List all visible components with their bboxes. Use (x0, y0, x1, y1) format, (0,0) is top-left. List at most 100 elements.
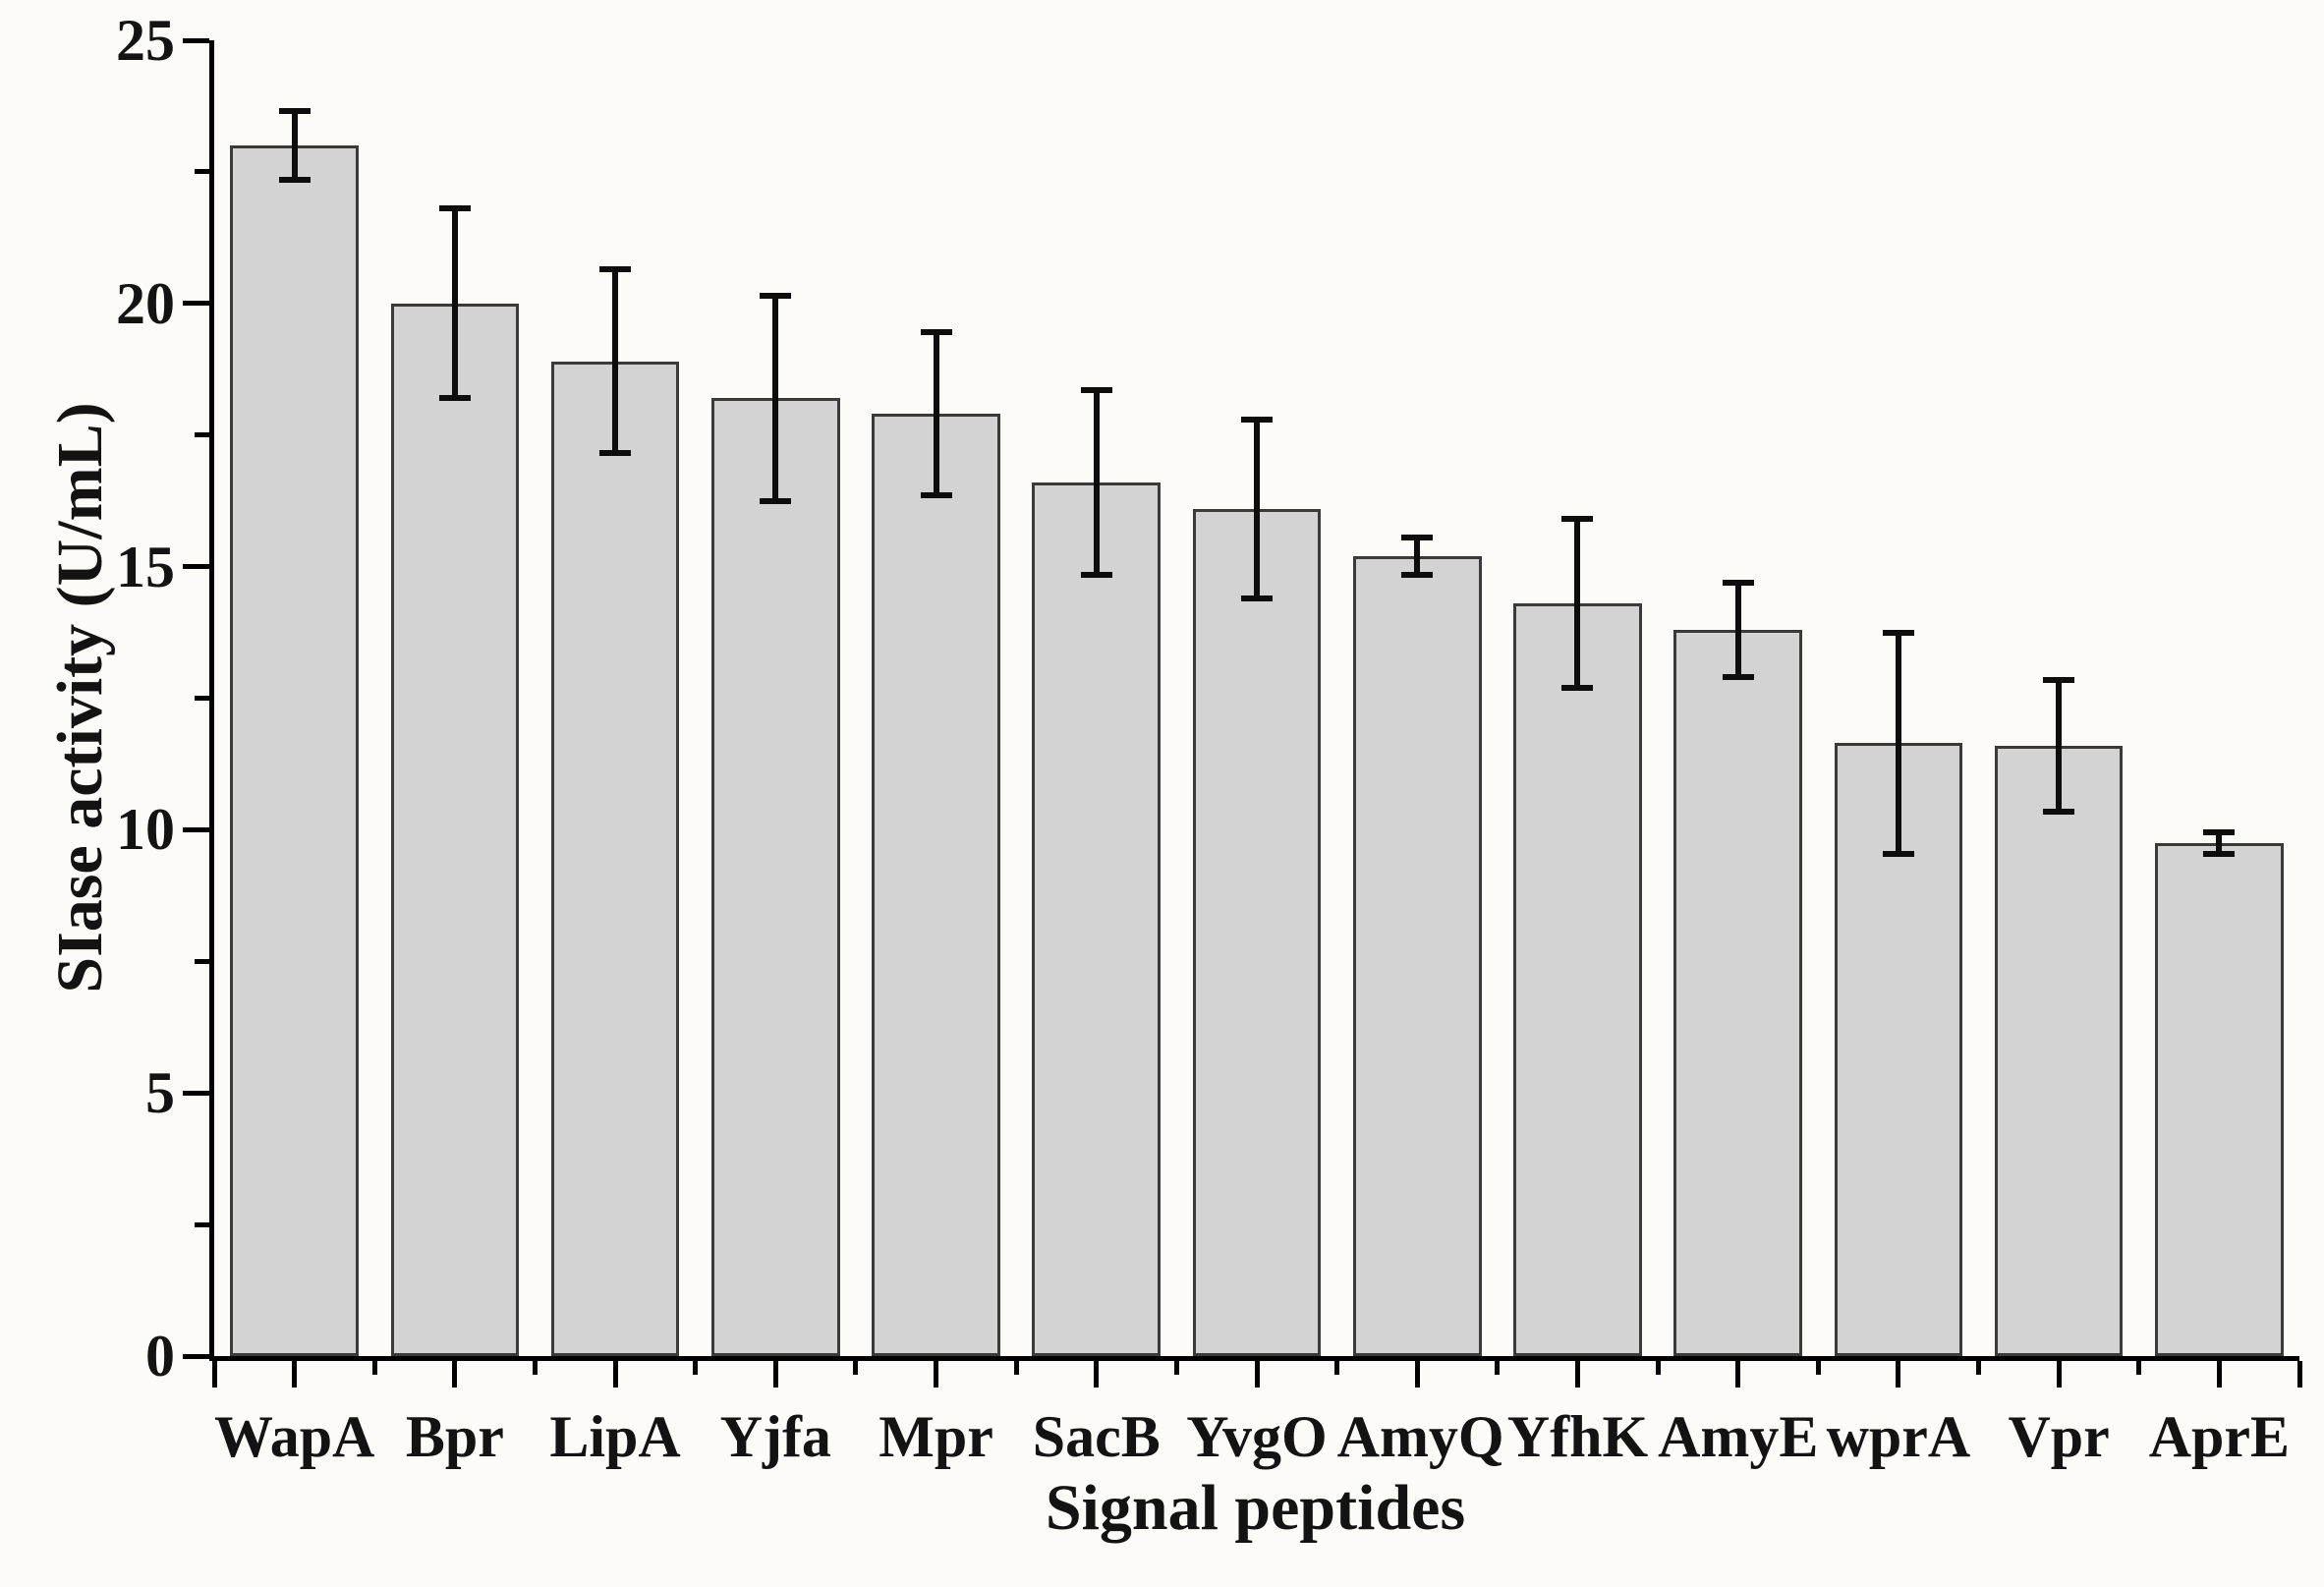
x-major-tick (2056, 1361, 2062, 1388)
x-major-tick (292, 1361, 298, 1388)
x-tick-label-mpr: Mpr (879, 1404, 993, 1469)
error-whisker (1734, 582, 1741, 678)
error-whisker (1254, 419, 1260, 598)
x-tick-label-amye: AmyE (1658, 1404, 1819, 1469)
error-cap-top (2203, 829, 2236, 836)
y-minor-tick (195, 169, 209, 175)
error-cap-top (599, 265, 632, 272)
x-minor-tick (1173, 1361, 1179, 1375)
y-tick-label: 20 (116, 270, 175, 336)
x-major-tick (1254, 1361, 1260, 1388)
error-cap-top (1561, 516, 1594, 523)
y-tick-label: 0 (145, 1324, 175, 1389)
bar-yjfa (711, 398, 840, 1356)
bar-mpr (872, 414, 1000, 1356)
x-major-tick (934, 1361, 939, 1388)
x-tick-label-yjfa: Yjfa (719, 1404, 831, 1469)
x-minor-tick (1815, 1361, 1821, 1375)
y-minor-tick (195, 696, 209, 701)
error-whisker (772, 295, 779, 501)
bar-yfhk (1513, 603, 1642, 1356)
y-tick-label: 25 (116, 8, 175, 73)
bar-amyq (1352, 555, 1482, 1356)
error-cap-bottom (599, 450, 632, 457)
x-minor-tick (693, 1361, 699, 1375)
bar-vpr (1994, 745, 2124, 1356)
x-minor-tick (532, 1361, 538, 1375)
error-cap-bottom (438, 395, 471, 402)
x-tick-label-amyq: AmyQ (1336, 1404, 1504, 1469)
x-minor-tick (1495, 1361, 1501, 1375)
bar-wapa (230, 145, 359, 1356)
error-whisker (2216, 832, 2223, 854)
x-tick-label-sacb: SacB (1032, 1404, 1161, 1469)
x-minor-tick (853, 1361, 859, 1375)
bar-yvgo (1192, 508, 1322, 1356)
y-tick-label: 15 (116, 534, 175, 599)
error-whisker (1414, 538, 1421, 575)
error-cap-top (760, 292, 792, 299)
x-minor-tick (1655, 1361, 1661, 1375)
bar-lipa (550, 361, 680, 1356)
error-cap-top (278, 108, 311, 115)
y-minor-tick (195, 1221, 209, 1227)
error-whisker (612, 268, 619, 454)
error-whisker (451, 208, 458, 399)
bar-apre (2155, 842, 2284, 1356)
x-tick-label-yfhk: YfhK (1506, 1404, 1649, 1469)
y-major-tick (183, 37, 209, 43)
x-minor-tick (1013, 1361, 1019, 1375)
x-tick-label-lipa: LipA (549, 1404, 681, 1469)
x-minor-tick (2136, 1361, 2142, 1375)
y-major-tick (183, 1090, 209, 1096)
x-major-tick (2216, 1361, 2222, 1388)
x-major-tick (1094, 1361, 1100, 1388)
x-end-tick (211, 1361, 217, 1388)
x-major-tick (1896, 1361, 1901, 1388)
error-whisker (933, 332, 939, 496)
error-cap-top (920, 329, 952, 336)
error-cap-bottom (1882, 850, 1914, 857)
x-major-tick (772, 1361, 778, 1388)
x-tick-label-vpr: Vpr (2008, 1404, 2110, 1469)
error-cap-bottom (920, 492, 952, 499)
y-minor-tick (195, 432, 209, 438)
x-end-tick (2296, 1361, 2302, 1388)
x-tick-label-wpra: wprA (1826, 1404, 1971, 1469)
x-minor-tick (371, 1361, 377, 1375)
error-whisker (1895, 632, 1901, 854)
plot-area: 0 5 10 15 20 25 WapA Bpr LipA Yjfa Mpr SacB YvgO AmyQ… (116, 8, 2302, 1469)
error-cap-top (1080, 387, 1112, 394)
error-whisker (2056, 679, 2063, 812)
x-minor-tick (1334, 1361, 1340, 1375)
error-cap-bottom (278, 176, 311, 183)
error-whisker (1574, 519, 1581, 688)
error-cap-top (1722, 579, 1754, 586)
x-major-tick (452, 1361, 458, 1388)
error-cap-top (1241, 416, 1273, 423)
y-minor-tick (195, 958, 209, 964)
y-major-tick (183, 301, 209, 307)
x-axis-title: Signal peptides (1045, 1472, 1466, 1544)
error-cap-top (1882, 629, 1914, 636)
y-major-tick (183, 1353, 209, 1359)
x-tick-label-wapa: WapA (214, 1404, 375, 1469)
y-major-tick (183, 564, 209, 570)
error-cap-top (438, 205, 471, 212)
bar-bpr (390, 303, 520, 1356)
error-cap-bottom (1080, 571, 1112, 578)
y-axis-title: SIase activity (U/mL) (44, 402, 116, 993)
error-cap-bottom (1241, 595, 1273, 601)
x-tick-label-apre: AprE (2148, 1404, 2291, 1469)
error-cap-bottom (1722, 674, 1754, 681)
y-major-tick (183, 826, 209, 832)
x-major-tick (1574, 1361, 1580, 1388)
error-cap-top (2043, 676, 2075, 683)
error-whisker (291, 111, 298, 180)
y-tick-label: 5 (145, 1060, 175, 1126)
error-whisker (1093, 390, 1100, 575)
error-cap-bottom (2043, 808, 2075, 815)
error-cap-bottom (2203, 850, 2236, 857)
bar-amye (1673, 629, 1802, 1356)
